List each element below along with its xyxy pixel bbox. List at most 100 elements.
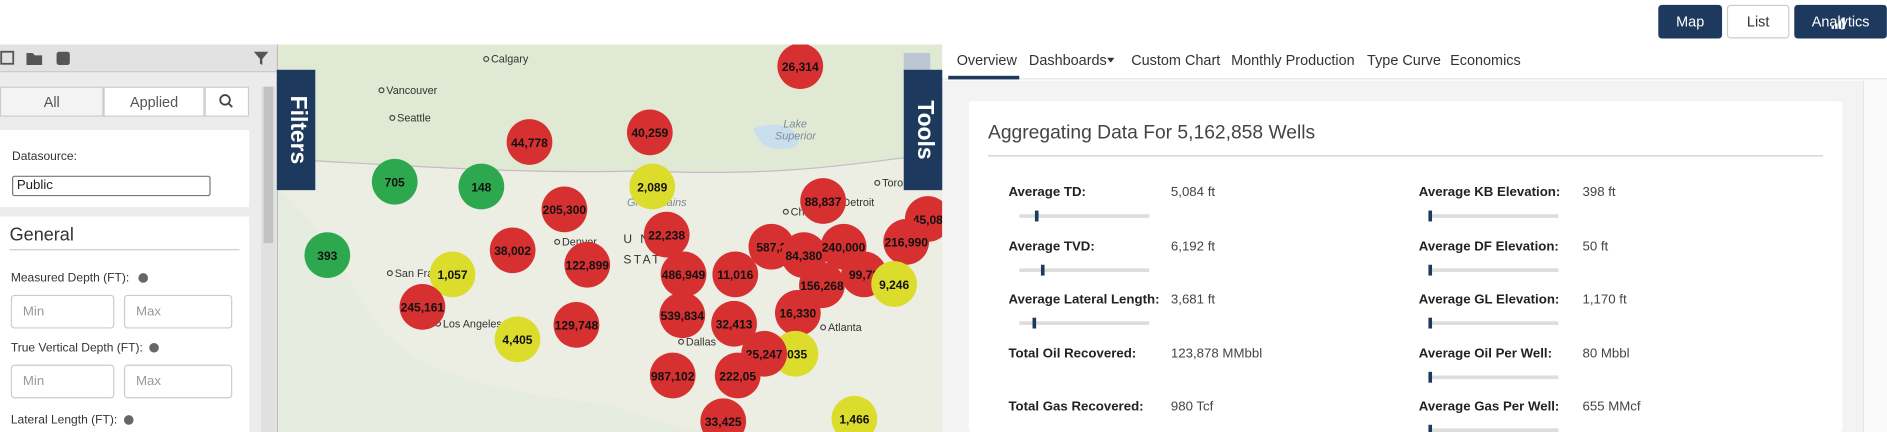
cluster[interactable]: [700, 398, 747, 432]
stat-label: Average Lateral Length:: [1008, 292, 1160, 307]
cluster[interactable]: [304, 232, 351, 278]
place-label: Lake: [783, 119, 806, 131]
cluster[interactable]: [659, 292, 706, 339]
stat-label: Average DF Elevation:: [1418, 239, 1559, 254]
datasource-box: [0, 129, 250, 207]
stat-value: 5,084 ft: [1170, 185, 1216, 200]
cluster-label: 148: [471, 180, 491, 194]
cluster-label: 705: [385, 176, 405, 190]
field-label: Lateral Length (FT):: [10, 413, 118, 428]
cluster[interactable]: [626, 109, 673, 156]
map-canvas: Calgary Vancouver Seattle San Fra Los Angele…: [277, 44, 943, 432]
cluster-label: 393: [317, 249, 337, 263]
cluster[interactable]: [871, 261, 917, 307]
side-tab: [903, 69, 943, 191]
tab-applied[interactable]: Applied: [103, 86, 205, 117]
cluster-label: 216,990: [884, 236, 928, 250]
slider-track: [1428, 321, 1559, 325]
slider-knob: [1428, 317, 1433, 329]
tab[interactable]: Economics: [1450, 51, 1521, 69]
signal-icon: [1831, 17, 1845, 29]
stat-value: 1,170 ft: [1582, 292, 1627, 307]
stat-value: 80 Mbbl: [1582, 346, 1630, 362]
icon-bar: [1842, 17, 1845, 29]
max-input[interactable]: Max: [123, 294, 233, 329]
search-button[interactable]: [204, 86, 250, 117]
cluster-label: 129,748: [555, 319, 599, 333]
stat-value: 3,681 ft: [1170, 292, 1216, 307]
cluster-label: 99,73: [849, 268, 879, 282]
tab[interactable]: Custom Chart: [1131, 51, 1221, 69]
cluster[interactable]: [458, 163, 505, 210]
cluster[interactable]: [772, 330, 819, 377]
cluster[interactable]: [564, 241, 611, 288]
tab-bar: [942, 44, 1887, 80]
datasource-label: Datasource:: [12, 150, 77, 164]
cluster[interactable]: [774, 290, 821, 336]
tab[interactable]: Dashboards: [1028, 51, 1107, 69]
cluster[interactable]: [649, 352, 696, 399]
side-tab-label[interactable]: Tools: [912, 100, 938, 160]
stat-value: 655 MMcf: [1582, 399, 1641, 414]
tab[interactable]: Monthly Production: [1231, 51, 1355, 69]
cluster[interactable]: [800, 178, 846, 224]
map[interactable]: Calgary Vancouver Seattle San Fra Los Angele…: [276, 44, 943, 432]
tab[interactable]: Overview: [956, 51, 1017, 69]
cluster[interactable]: [553, 302, 600, 348]
place-dot: [782, 208, 789, 215]
cluster[interactable]: [399, 284, 446, 330]
slider-track: [1428, 268, 1559, 272]
min-input[interactable]: Min: [10, 364, 115, 399]
side-tab-label[interactable]: Filters: [285, 95, 311, 165]
cluster[interactable]: [371, 158, 418, 205]
cluster[interactable]: [643, 211, 690, 258]
slider-knob: [1032, 317, 1037, 329]
cluster[interactable]: [714, 352, 761, 399]
cluster[interactable]: [541, 186, 588, 233]
cluster-label: 122,899: [566, 259, 610, 273]
cluster-label: 587,2: [756, 241, 786, 255]
cluster[interactable]: [712, 251, 759, 298]
section-title[interactable]: General: [9, 225, 74, 246]
slider-track: [1428, 428, 1559, 432]
cluster[interactable]: [506, 119, 553, 165]
cluster[interactable]: [711, 300, 757, 347]
stat-label: Average KB Elevation:: [1418, 185, 1561, 200]
toolbar-icons: [0, 50, 269, 65]
icon-bar: [1831, 26, 1834, 29]
cluster[interactable]: [489, 227, 536, 274]
slider-knob: [1428, 264, 1433, 276]
max-input[interactable]: Max: [123, 364, 233, 399]
cluster[interactable]: [494, 316, 541, 363]
icon-bar: [1838, 20, 1842, 29]
cluster-label: 486,949: [662, 268, 706, 282]
cluster-label: 25,247: [746, 348, 783, 362]
datasource-select[interactable]: Public: [12, 175, 211, 197]
expand-button[interactable]: [903, 52, 931, 73]
cluster-label: 33,425: [705, 415, 742, 429]
stat-value: 50 ft: [1582, 239, 1609, 254]
place-label: Dallas: [686, 336, 717, 348]
stat-value: 980 Tcf: [1170, 399, 1214, 414]
map-button[interactable]: Map: [1658, 4, 1723, 39]
cluster[interactable]: [831, 395, 878, 432]
tab-all[interactable]: All: [0, 86, 104, 117]
cluster[interactable]: [629, 163, 676, 210]
tab[interactable]: Type Curve: [1367, 51, 1441, 69]
min-input[interactable]: Min: [10, 294, 115, 329]
list-button[interactable]: List: [1726, 4, 1790, 39]
slider-track: [1019, 268, 1150, 272]
icon-bar: [1835, 23, 1838, 29]
slider-track: [1428, 375, 1559, 380]
cluster[interactable]: [429, 251, 476, 298]
cluster[interactable]: [660, 251, 707, 298]
card-title: Aggregating Data For 5,162,858 Wells: [987, 122, 1316, 144]
search-icon: [219, 94, 233, 108]
stat-label: Average TVD:: [1008, 239, 1095, 254]
help-icon: [123, 415, 134, 425]
cluster[interactable]: [883, 219, 930, 265]
place-label: Los Angeles: [443, 318, 503, 330]
cluster-label: 1,057: [437, 268, 467, 282]
cluster[interactable]: [777, 44, 824, 90]
place-dot: [389, 114, 396, 121]
